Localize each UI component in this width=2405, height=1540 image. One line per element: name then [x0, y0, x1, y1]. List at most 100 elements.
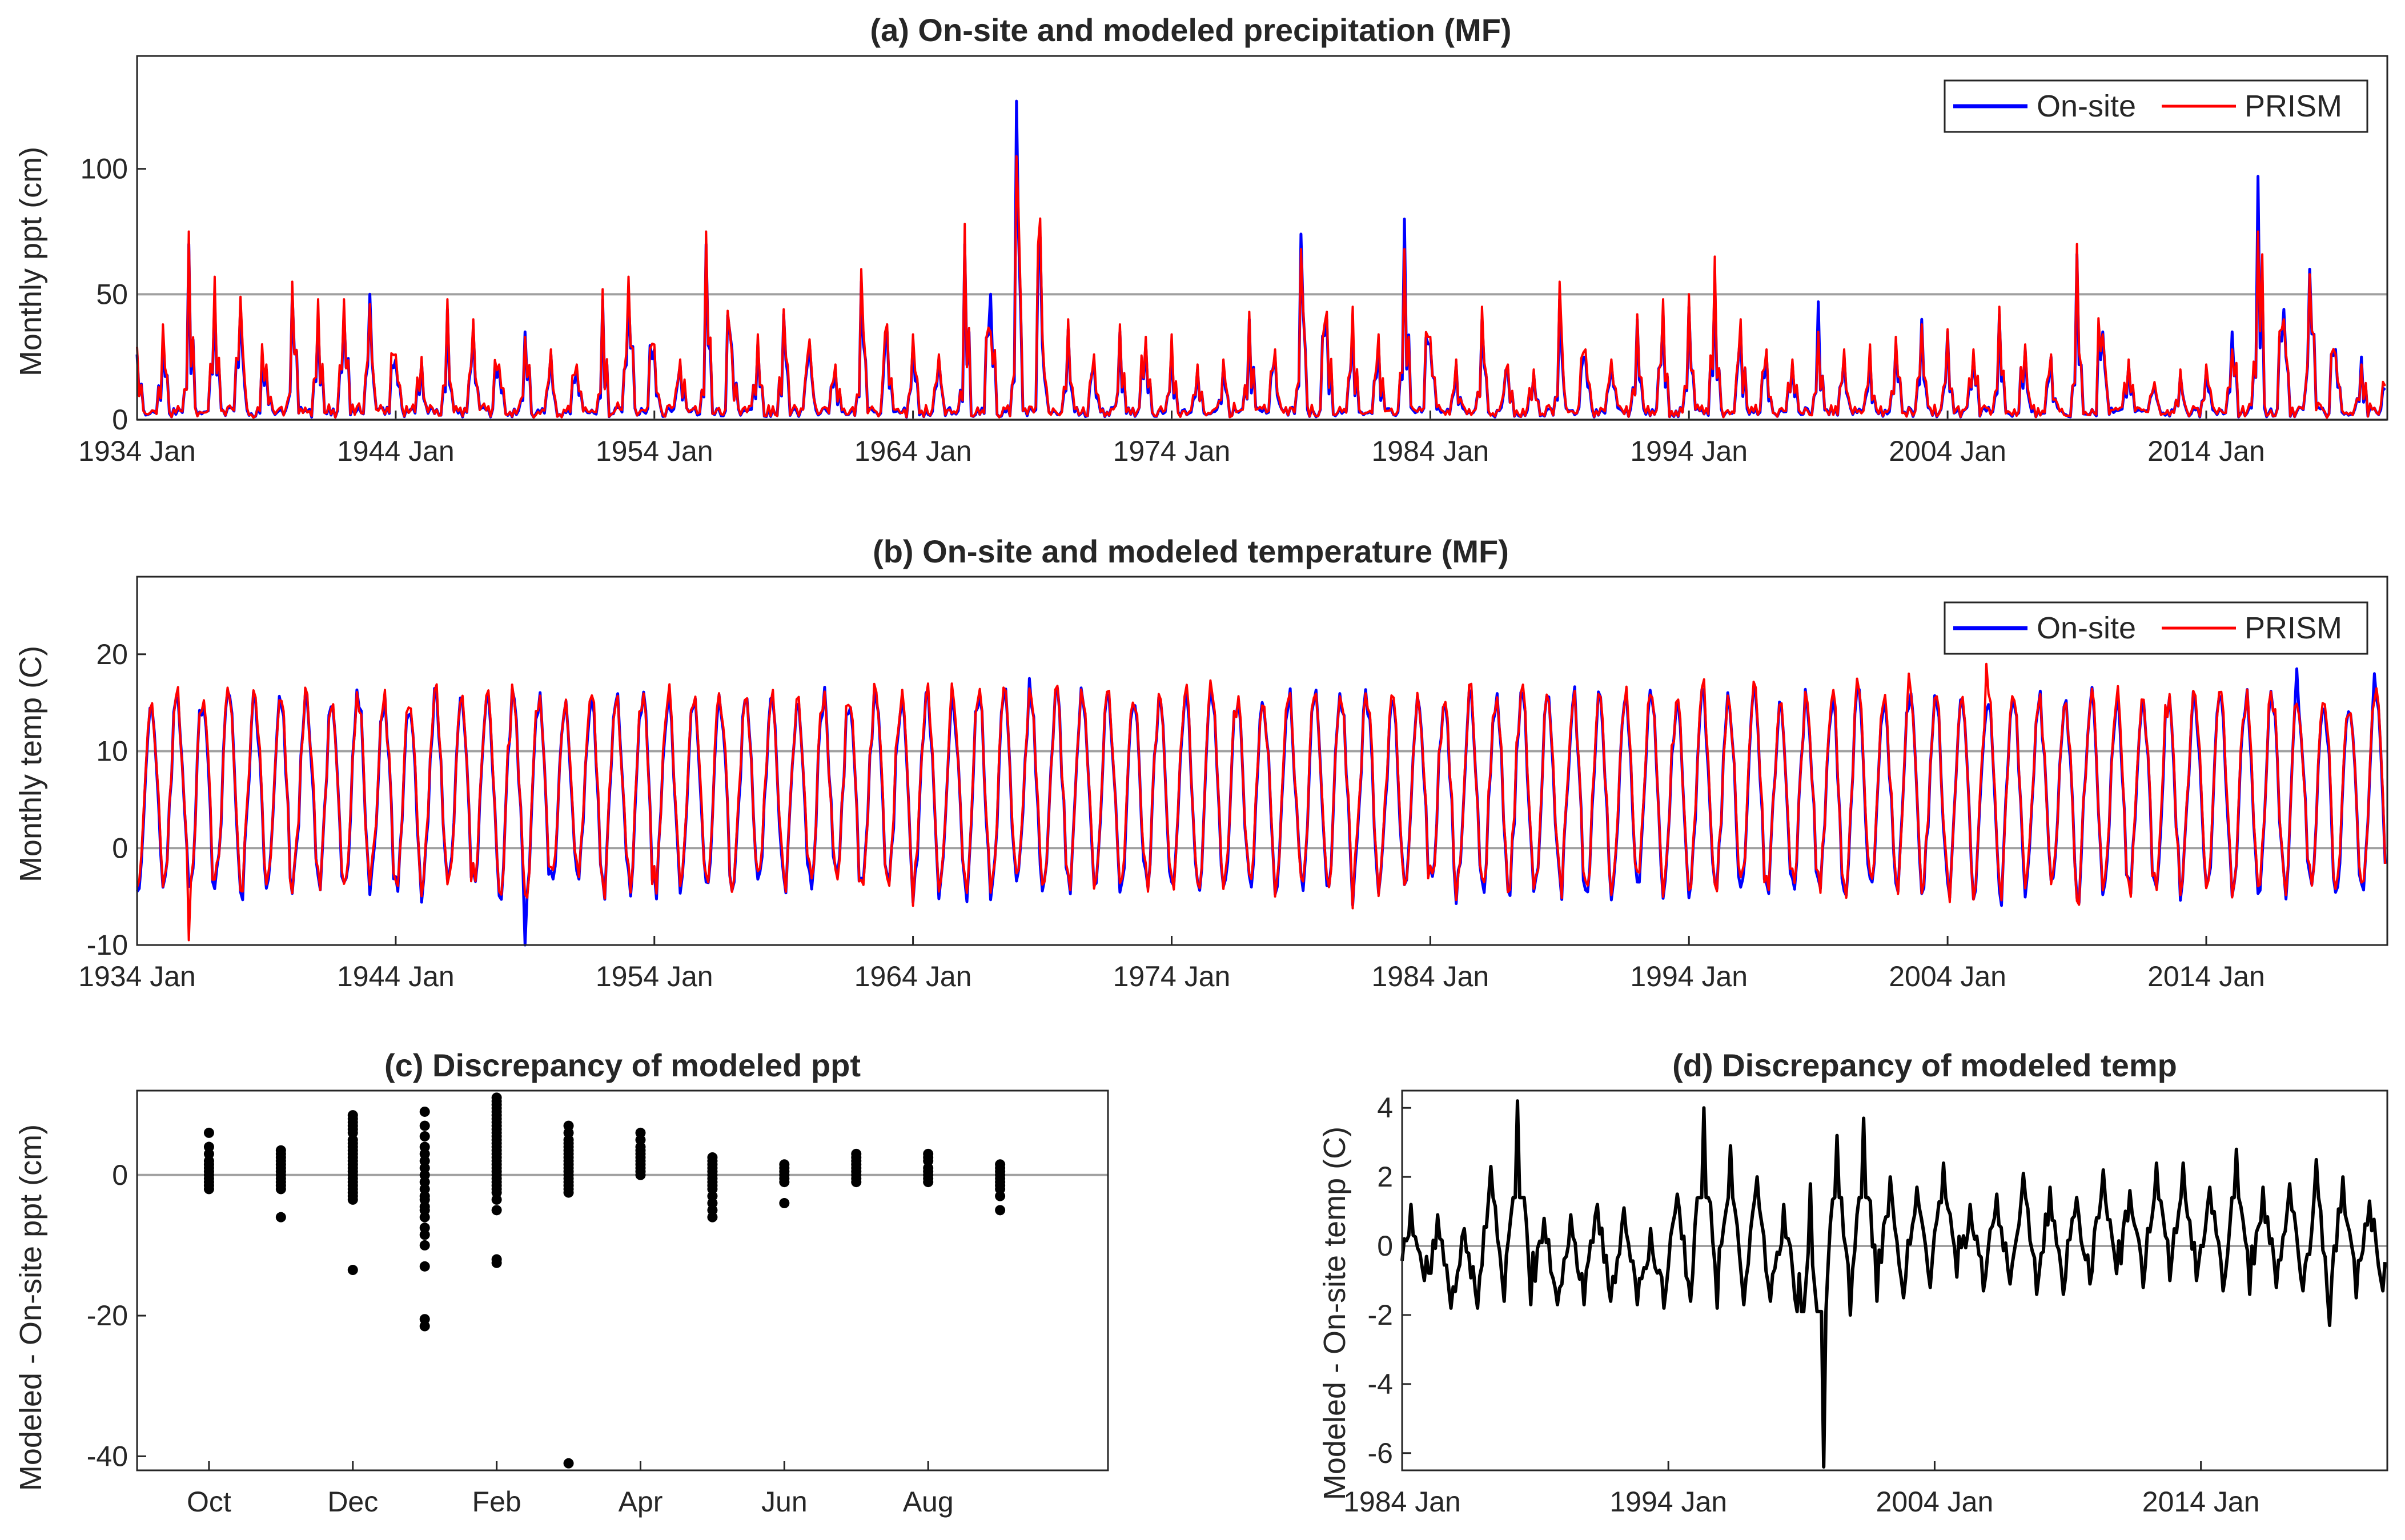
ytick-label: 0 [112, 832, 128, 864]
panel-c-frame [136, 1089, 1109, 1471]
point-may [707, 1205, 718, 1216]
panel-b-reference-lines [137, 750, 2387, 850]
xtick-label: Oct [187, 1486, 231, 1518]
point-jun [779, 1177, 790, 1188]
panel-c-title: (c) Discrepancy of modeled ppt [384, 1047, 861, 1083]
point-jan [419, 1131, 430, 1142]
xtick-label: 1964 Jan [854, 435, 972, 467]
point-may [707, 1198, 718, 1209]
legend-onsite-label: On-site [2037, 611, 2136, 645]
point-apr [635, 1169, 646, 1180]
panel-c-xticks: Oct Dec Feb Apr Jun Aug [187, 1461, 954, 1518]
panel-d-yticks: -6 -4 -2 0 2 4 [1368, 1092, 1411, 1469]
panel-b-xticks: 1934 Jan 1944 Jan 1954 Jan 1964 Jan 1974 Jan… [78, 936, 2265, 992]
point-jan [419, 1261, 430, 1272]
xtick-label: 1974 Jan [1113, 960, 1231, 992]
point-jan [419, 1205, 430, 1216]
ytick-label: 0 [1377, 1230, 1393, 1262]
point-dec [347, 1265, 358, 1276]
point-jan [419, 1229, 430, 1240]
ytick-label: 10 [96, 735, 128, 767]
panel-b-legend: On-site PRISM [1944, 601, 2368, 655]
point-nov [275, 1212, 286, 1223]
point-aug [923, 1156, 934, 1167]
point-sep [995, 1191, 1006, 1201]
panel-a-legend: On-site PRISM [1944, 79, 2368, 133]
point-may [707, 1191, 718, 1201]
xtick-label: 2004 Jan [1889, 435, 2006, 467]
xtick-label: 1974 Jan [1113, 435, 1231, 467]
panel-d-ylabel: Modeled - On-site temp (C) [1318, 1127, 1352, 1500]
point-mar [563, 1187, 574, 1198]
point-jan [419, 1106, 430, 1117]
panel-d-title: (d) Discrepancy of modeled temp [1672, 1047, 2177, 1083]
point-may [707, 1184, 718, 1195]
point-jun [779, 1198, 790, 1209]
panel-d-frame [1401, 1089, 2388, 1471]
panel-c-ylabel: Modeled - On-site ppt (cm) [14, 1124, 48, 1491]
xtick-label: 1934 Jan [78, 435, 196, 467]
panel-b-ylabel: Monthly temp (C) [14, 646, 48, 882]
point-feb [491, 1187, 502, 1198]
xtick-label: 2014 Jan [2147, 435, 2265, 467]
point-jan [419, 1194, 430, 1205]
point-jan [419, 1141, 430, 1152]
point-aug [923, 1177, 934, 1188]
panel-a-title: (a) On-site and modeled precipitation (M… [870, 12, 1511, 48]
point-jan [419, 1223, 430, 1233]
point-sep [995, 1184, 1006, 1195]
ytick-label: 2 [1377, 1161, 1393, 1193]
point-jan [419, 1169, 430, 1180]
point-dec [347, 1194, 358, 1205]
point-jan [419, 1156, 430, 1167]
point-feb [491, 1194, 502, 1205]
ytick-label: -2 [1368, 1299, 1393, 1331]
panel-b-temperature: (b) On-site and modeled temperature (MF)… [14, 533, 2388, 992]
point-feb [491, 1257, 502, 1268]
panel-c-points [203, 1092, 1006, 1469]
legend-onsite-label: On-site [2037, 89, 2136, 123]
ytick-label: 0 [112, 1159, 128, 1191]
panel-d-series [1400, 1099, 2387, 1469]
panel-a-series [135, 99, 2386, 419]
panel-b-series [135, 662, 2387, 947]
xtick-label: 2014 Jan [2142, 1486, 2260, 1518]
xtick-label: 1984 Jan [1371, 435, 1489, 467]
panel-b-frame [136, 576, 2388, 946]
point-may [707, 1212, 718, 1223]
xtick-label: 1964 Jan [854, 960, 972, 992]
point-oct [203, 1148, 214, 1159]
point-oct [203, 1184, 214, 1195]
point-jan [419, 1184, 430, 1195]
ytick-label: -6 [1368, 1437, 1393, 1469]
point-oct [203, 1141, 214, 1152]
point-jan [419, 1120, 430, 1131]
panel-a-xticks: 1934 Jan 1944 Jan 1954 Jan 1964 Jan 1974 Jan… [78, 411, 2265, 467]
point-jan [419, 1314, 430, 1325]
xtick-label: 1954 Jan [596, 435, 713, 467]
panel-d-temp-discrepancy: (d) Discrepancy of modeled temp Modeled … [1318, 1047, 2388, 1518]
ytick-label: -40 [87, 1440, 128, 1472]
panel-a-precipitation: (a) On-site and modeled precipitation (M… [14, 12, 2388, 467]
panel-a-yticks: 0 50 100 [81, 153, 146, 436]
series-prism-line [136, 155, 2386, 419]
point-jan [419, 1163, 430, 1173]
ytick-label: -10 [87, 929, 128, 961]
panel-a-frame [136, 55, 2388, 421]
series-temp-discrepancy-line [1400, 1099, 2387, 1469]
xtick-label: 1944 Jan [337, 435, 455, 467]
xtick-label: 2004 Jan [1889, 960, 2006, 992]
xtick-label: Dec [327, 1486, 378, 1518]
point-apr [635, 1127, 646, 1138]
xtick-label: 2014 Jan [2147, 960, 2265, 992]
xtick-label: 1934 Jan [78, 960, 196, 992]
point-jul [851, 1177, 862, 1188]
xtick-label: Jun [761, 1486, 808, 1518]
xtick-label: Apr [619, 1486, 663, 1518]
legend-prism-label: PRISM [2245, 611, 2342, 645]
xtick-label: 1984 Jan [1343, 1486, 1461, 1518]
point-jan [419, 1148, 430, 1159]
panel-a-ylabel: Monthly ppt (cm) [14, 147, 48, 376]
ytick-label: 0 [112, 404, 128, 436]
